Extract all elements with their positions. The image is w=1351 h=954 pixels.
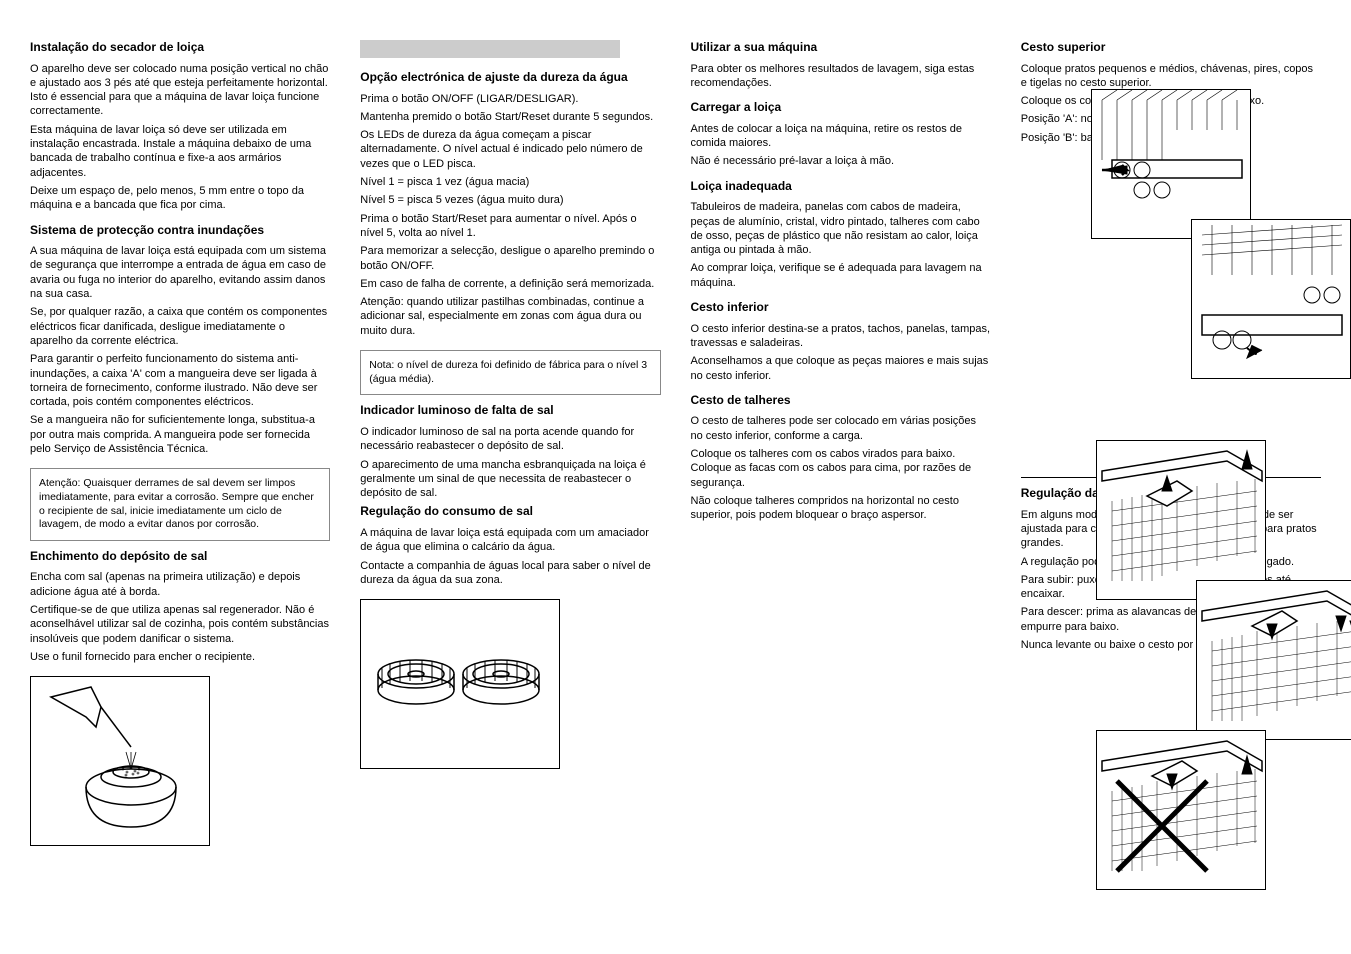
col2-p1: Prima o botão ON/OFF (LIGAR/DESLIGAR). xyxy=(360,92,660,106)
col1-p7: Se a mangueira não for suficientemente l… xyxy=(30,413,330,456)
salt-caps-icon xyxy=(361,600,559,768)
col2-p3: Os LEDs de dureza da água começam a pisc… xyxy=(360,128,660,171)
col3-title-unsuitable: Loiça inadequada xyxy=(691,179,991,195)
column-3: Utilizar a sua máquina Para obter os mel… xyxy=(691,40,991,846)
col3-p10: Não coloque talheres compridos na horizo… xyxy=(691,494,991,523)
col3-title-lower: Cesto inferior xyxy=(691,300,991,316)
col4-p1: Coloque pratos pequenos e médios, cháven… xyxy=(1021,62,1321,91)
basket-lower-icon xyxy=(1197,581,1351,739)
col3-title-cutlery: Cesto de talheres xyxy=(691,393,991,409)
column-4: Cesto superior Coloque pratos pequenos e… xyxy=(1021,40,1321,846)
rail-position-a-figure xyxy=(1091,89,1251,239)
col4-title-upper: Cesto superior xyxy=(1021,40,1321,56)
col2-title-indicator: Indicador luminoso de falta de sal xyxy=(360,403,660,419)
basket-lower-figure xyxy=(1196,580,1351,740)
column-1: Instalação do secador de loiça O aparelh… xyxy=(30,40,330,846)
salt-caps-figure xyxy=(360,599,560,769)
salt-funnel-icon xyxy=(31,677,209,845)
page: Instalação do secador de loiça O aparelh… xyxy=(0,0,1351,886)
col2-note-text: Nota: o nível de dureza foi definido de … xyxy=(369,359,647,385)
col3-p6: O cesto inferior destina-se a pratos, ta… xyxy=(691,322,991,351)
column-2: Opção electrónica de ajuste da dureza da… xyxy=(360,40,660,846)
col3-p7: Aconselhamos a que coloque as peças maio… xyxy=(691,354,991,383)
col1-p9: Certifique-se de que utiliza apenas sal … xyxy=(30,603,330,646)
col3-p8: O cesto de talheres pode ser colocado em… xyxy=(691,414,991,443)
col2-p10: O indicador luminoso de sal na porta ace… xyxy=(360,425,660,454)
col3-p1: Para obter os melhores resultados de lav… xyxy=(691,62,991,91)
col3-title-use: Utilizar a sua máquina xyxy=(691,40,991,56)
col2-p2: Mantenha premido o botão Start/Reset dur… xyxy=(360,110,660,124)
col3-p2: Antes de colocar a loiça na máquina, ret… xyxy=(691,122,991,151)
col2-p6: Prima o botão Start/Reset para aumentar … xyxy=(360,212,660,241)
col1-title-flood: Sistema de protecção contra inundações xyxy=(30,223,330,239)
col2-title-hardness: Opção electrónica de ajuste da dureza da… xyxy=(360,70,660,86)
col1-p2: Esta máquina de lavar loiça só deve ser … xyxy=(30,123,330,180)
col2-note-box: Nota: o nível de dureza foi definido de … xyxy=(360,350,660,395)
gray-band xyxy=(360,40,620,58)
basket-wrong-icon xyxy=(1097,731,1265,889)
col2-p5: Nível 5 = pisca 5 vezes (água muito dura… xyxy=(360,193,660,207)
col1-p6: Para garantir o perfeito funcionamento d… xyxy=(30,352,330,409)
col2-p7: Para memorizar a selecção, desligue o ap… xyxy=(360,244,660,273)
col1-p3: Deixe um espaço de, pelo menos, 5 mm ent… xyxy=(30,184,330,213)
col3-p5: Ao comprar loiça, verifique se é adequad… xyxy=(691,261,991,290)
col3-p9: Coloque os talheres com os cabos virados… xyxy=(691,447,991,490)
col1-p8: Encha com sal (apenas na primeira utiliz… xyxy=(30,570,330,599)
col2-p11: O aparecimento de uma mancha esbranquiça… xyxy=(360,458,660,501)
rail-a-icon xyxy=(1092,90,1250,238)
salt-funnel-figure xyxy=(30,676,210,846)
col1-p10: Use o funil fornecido para encher o reci… xyxy=(30,650,330,664)
basket-raise-icon xyxy=(1097,441,1265,599)
col1-p4: A sua máquina de lavar loiça está equipa… xyxy=(30,244,330,301)
col3-p4: Tabuleiros de madeira, panelas com cabos… xyxy=(691,200,991,257)
rail-b-icon xyxy=(1192,220,1350,378)
col1-note-box: Atenção: Quaisquer derrames de sal devem… xyxy=(30,468,330,541)
col3-title-load: Carregar a loiça xyxy=(691,100,991,116)
col2-p9: Atenção: quando utilizar pastilhas combi… xyxy=(360,295,660,338)
col2-p13: Contacte a companhia de águas local para… xyxy=(360,559,660,588)
rail-position-b-figure xyxy=(1191,219,1351,379)
col1-note-text: Atenção: Quaisquer derrames de sal devem… xyxy=(39,477,314,530)
basket-raise-figure xyxy=(1096,440,1266,600)
basket-wrong-figure xyxy=(1096,730,1266,890)
col1-title-install: Instalação do secador de loiça xyxy=(30,40,330,56)
col1-title-salt: Enchimento do depósito de sal xyxy=(30,549,330,565)
col1-p5: Se, por qualquer razão, a caixa que cont… xyxy=(30,305,330,348)
col2-p12: A máquina de lavar loiça está equipada c… xyxy=(360,526,660,555)
col2-p8: Em caso de falha de corrente, a definiçã… xyxy=(360,277,660,291)
col3-p3: Não é necessário pré-lavar a loiça à mão… xyxy=(691,154,991,168)
col1-p1: O aparelho deve ser colocado numa posiçã… xyxy=(30,62,330,119)
col2-title-regulate: Regulação do consumo de sal xyxy=(360,504,660,520)
col2-p4: Nível 1 = pisca 1 vez (água macia) xyxy=(360,175,660,189)
